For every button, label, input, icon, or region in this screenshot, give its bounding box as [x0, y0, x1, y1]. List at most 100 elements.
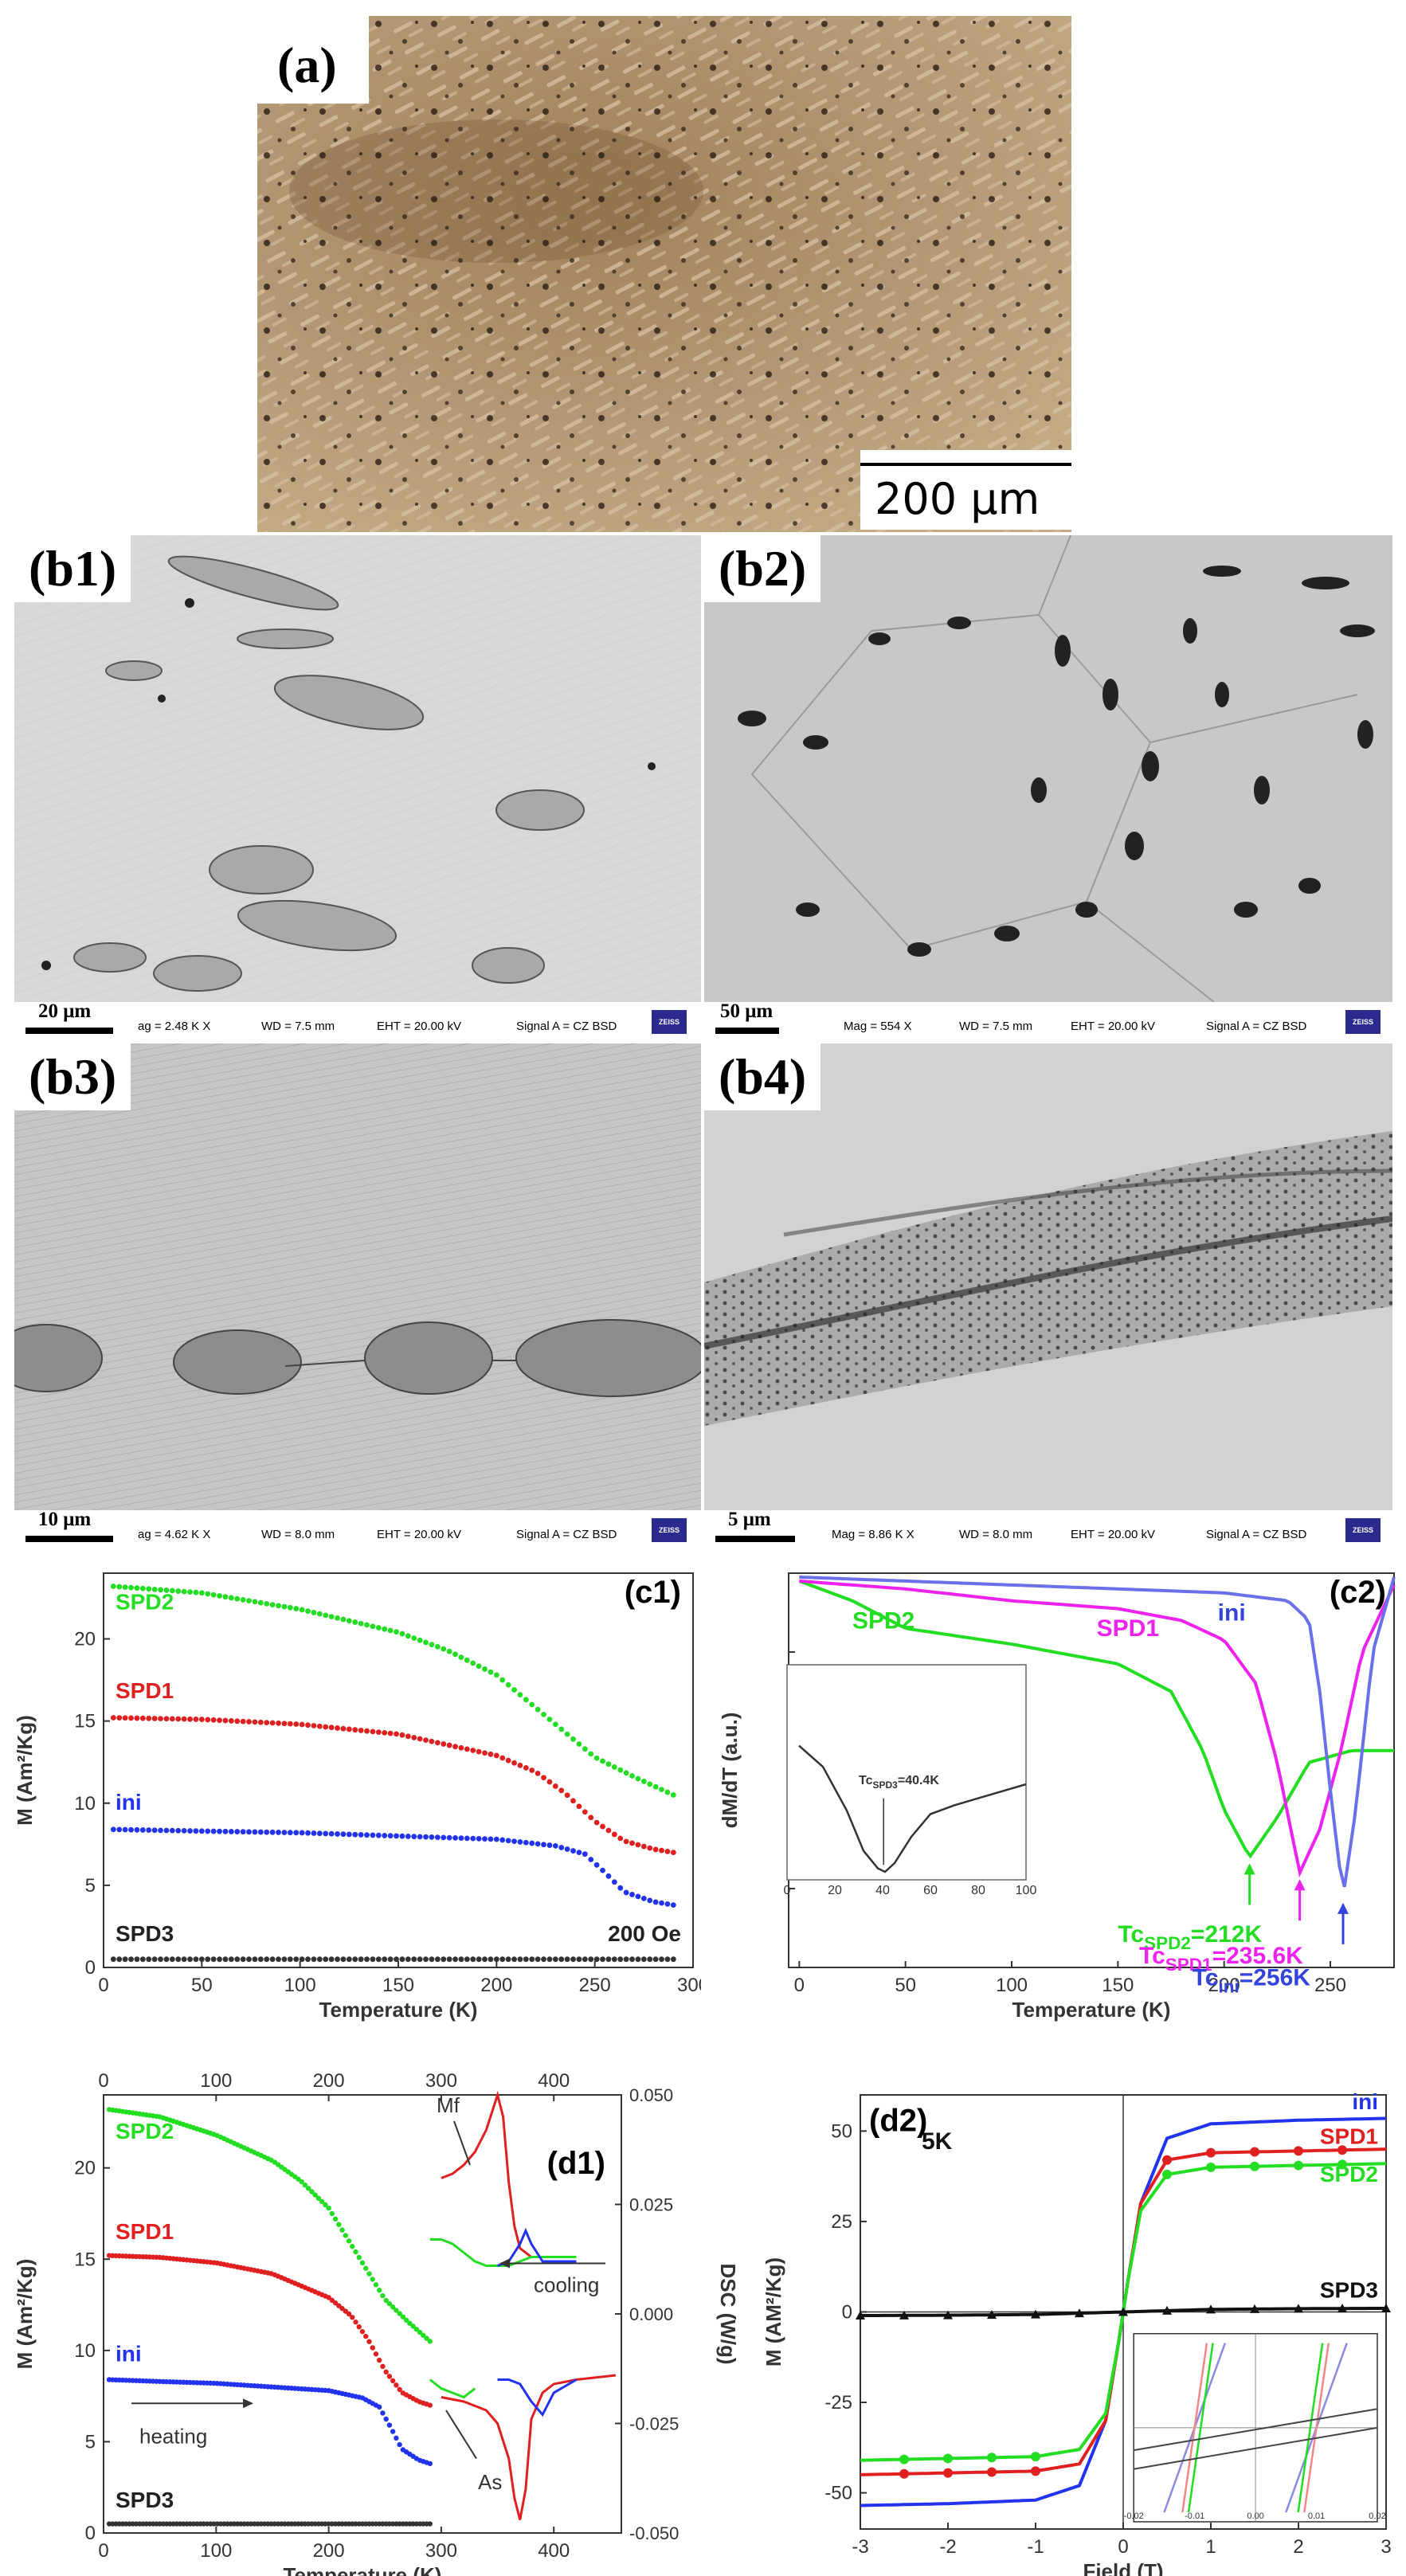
data-point-spd1	[328, 1725, 335, 1731]
data-point-spd1	[343, 2308, 349, 2314]
data-point-spd1	[375, 1729, 382, 1736]
data-point-spd3	[299, 1956, 305, 1963]
data-point-spd2	[629, 1773, 635, 1779]
data-point-spd1	[293, 1721, 300, 1727]
data-point-spd2	[181, 1588, 187, 1595]
inset-spd3-line	[1134, 2408, 1378, 2452]
data-point-spd2	[257, 1599, 264, 1606]
data-marker-spd1	[1031, 2466, 1040, 2476]
data-point-spd3	[464, 1956, 470, 1963]
data-point-spd1	[493, 1752, 499, 1759]
data-point-ini	[116, 1826, 123, 1833]
data-point-spd2	[383, 2297, 389, 2304]
data-point-spd2	[366, 2271, 372, 2277]
data-point-spd1	[464, 1746, 470, 1752]
x-tick-label: 250	[579, 1975, 611, 1996]
micrograph-b3	[14, 1043, 701, 1510]
data-point-spd1	[139, 1715, 146, 1721]
data-point-spd2	[323, 1612, 329, 1619]
scale-label-b4: 5 μm	[728, 1509, 771, 1530]
x-tick-label: 1	[1205, 2536, 1216, 2558]
data-marker-spd2	[1206, 2162, 1216, 2172]
x-tick-label: 0	[98, 2540, 108, 2562]
data-point-ini	[623, 1889, 629, 1896]
data-point-spd1	[652, 1846, 659, 1853]
micrograph-b2	[704, 535, 1392, 1002]
data-point-ini	[640, 1895, 647, 1901]
data-marker-spd2	[899, 2454, 909, 2464]
data-point-ini	[151, 1827, 158, 1834]
data-point-spd2	[517, 1692, 523, 1698]
data-point-spd1	[664, 1848, 671, 1854]
data-point-spd3	[482, 1956, 488, 1963]
data-point-spd2	[394, 1629, 399, 1635]
x-tick-label: 100	[200, 2540, 232, 2562]
data-point-spd1	[210, 1717, 217, 1723]
data-point-ini	[228, 1829, 234, 1834]
data-point-spd1	[335, 1725, 340, 1731]
data-point-ini	[146, 1827, 152, 1833]
data-point-spd1	[552, 1783, 558, 1789]
data-point-spd2	[434, 1644, 441, 1650]
data-point-spd3	[187, 1956, 193, 1963]
data-point-spd3	[427, 2521, 433, 2527]
data-point-ini	[252, 1829, 258, 1835]
data-point-spd1	[593, 1819, 600, 1826]
data-point-spd2	[352, 1619, 358, 1625]
data-point-spd3	[276, 1956, 281, 1963]
inset-curve	[798, 1744, 1027, 1873]
data-point-spd2	[309, 2189, 315, 2194]
data-point-spd1	[359, 2328, 366, 2335]
data-point-spd1	[373, 2351, 379, 2357]
data-point-ini	[316, 1830, 323, 1837]
data-point-spd2	[452, 1651, 458, 1658]
data-point-spd2	[488, 1669, 494, 1675]
data-point-spd2	[552, 1721, 558, 1728]
data-point-spd3	[605, 1956, 612, 1963]
data-marker-spd2	[943, 2453, 953, 2464]
data-point-spd2	[523, 1697, 529, 1703]
data-point-spd2	[163, 1587, 170, 1593]
data-point-spd3	[600, 1956, 605, 1963]
x-tick-label: 0	[1118, 2536, 1128, 2558]
data-point-spd1	[383, 2369, 389, 2375]
data-point-spd2	[146, 1586, 152, 1592]
data-point-ini	[386, 2422, 393, 2428]
info-bar-b4: 5 μm Mag = 8.86 K X WD = 8.0 mm EHT = 20…	[704, 1509, 1392, 1547]
data-point-ini	[311, 1830, 317, 1836]
data-point-spd1	[394, 2382, 399, 2388]
data-point-spd1	[122, 1715, 128, 1721]
data-point-spd2	[210, 1591, 217, 1598]
data-point-ini	[163, 1827, 170, 1834]
data-point-spd3	[293, 1956, 300, 1963]
inset-loop-line	[1181, 2343, 1208, 2513]
data-point-spd2	[139, 1585, 146, 1591]
x-tick-label: 400	[538, 2540, 570, 2562]
data-point-ini	[434, 1834, 441, 1841]
data-point-spd1	[647, 1845, 653, 1851]
data-point-spd2	[380, 2292, 386, 2299]
x-top-tick-label: 0	[98, 2070, 108, 2092]
data-point-spd1	[264, 1720, 270, 1726]
series-label-spd2: SPD2	[1320, 2162, 1378, 2186]
data-point-ini	[299, 1830, 305, 1836]
data-point-spd2	[382, 1626, 388, 1632]
tc-label-spd1: TcSPD1=235.6K	[1139, 1943, 1303, 1975]
inset-tick-label: -0.01	[1185, 2511, 1204, 2521]
data-point-spd3	[128, 1956, 134, 1963]
data-point-spd3	[370, 1956, 376, 1963]
data-marker-spd1	[943, 2468, 953, 2478]
data-point-spd3	[305, 1956, 311, 1963]
micrograph-b1	[14, 535, 701, 1002]
data-point-ini	[234, 1829, 241, 1834]
data-marker-spd3	[1162, 2305, 1172, 2315]
dsc-curve-spd1-heat	[441, 2374, 617, 2520]
data-marker-spd1	[899, 2468, 909, 2479]
data-point-spd2	[617, 1767, 624, 1773]
x-tick-label: 100	[284, 1975, 316, 1996]
data-point-spd1	[611, 1831, 617, 1838]
data-point-spd1	[635, 1842, 641, 1848]
data-point-spd1	[346, 2311, 352, 2317]
data-marker-spd2	[1031, 2452, 1040, 2462]
data-point-spd2	[276, 1603, 281, 1609]
